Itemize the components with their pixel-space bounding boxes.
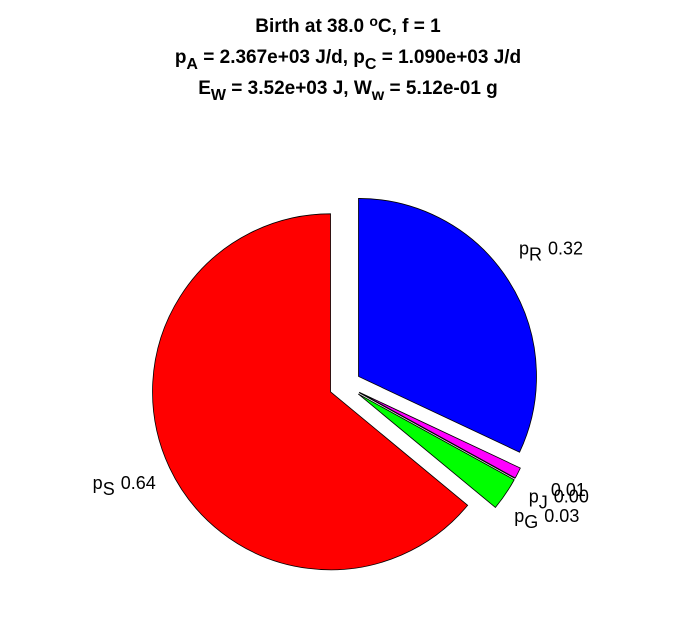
pie-slice bbox=[358, 198, 537, 453]
title-part: = 1.090e+03 J/d bbox=[376, 47, 521, 68]
pie-slice bbox=[152, 213, 469, 571]
title-part: = 3.52e+03 J, W bbox=[226, 78, 372, 99]
title-part: W bbox=[211, 87, 227, 104]
title-part: C, f = 1 bbox=[378, 16, 441, 37]
pie-slice bbox=[359, 391, 521, 479]
slice-label: 0.01 bbox=[551, 480, 586, 500]
title-part: = 2.367e+03 J/d, p bbox=[198, 47, 365, 68]
slice-name: p bbox=[529, 487, 539, 507]
title-part: = 5.12e-01 g bbox=[384, 78, 498, 99]
slice-value: 0.64 bbox=[121, 473, 156, 493]
title-part: C bbox=[365, 56, 377, 73]
title-part: p bbox=[175, 47, 187, 68]
slice-name: p bbox=[93, 473, 103, 493]
chart-title: Birth at 38.0 oC, f = 1 bbox=[255, 13, 441, 37]
pie-slice bbox=[357, 393, 515, 509]
slice-sub: J bbox=[539, 493, 548, 513]
chart-title: EW = 3.52e+03 J, Ww = 5.12e-01 g bbox=[198, 78, 498, 104]
slice-value: 0.01 bbox=[551, 480, 586, 500]
slice-sub: S bbox=[103, 479, 115, 499]
slice-label: pS 0.64 bbox=[93, 473, 156, 499]
slice-value: 0.00 bbox=[554, 487, 589, 507]
slice-label: pG 0.03 bbox=[514, 506, 579, 532]
slice-sub: G bbox=[524, 512, 538, 532]
slice-sub: R bbox=[529, 245, 542, 265]
pie-slice bbox=[358, 392, 516, 479]
title-part: E bbox=[198, 78, 211, 99]
title-part: A bbox=[186, 56, 198, 73]
slice-value: 0.32 bbox=[548, 238, 583, 258]
slice-value: 0.03 bbox=[544, 506, 579, 526]
slice-label: pJ 0.00 bbox=[529, 487, 589, 513]
chart-title: pA = 2.367e+03 J/d, pC = 1.090e+03 J/d bbox=[175, 47, 521, 73]
title-part: Birth at 38.0 bbox=[255, 16, 369, 37]
slice-name: p bbox=[519, 238, 529, 258]
title-part: o bbox=[369, 13, 378, 29]
title-part: w bbox=[371, 87, 385, 104]
slice-name: p bbox=[514, 506, 524, 526]
slice-label: pR 0.32 bbox=[519, 238, 583, 264]
